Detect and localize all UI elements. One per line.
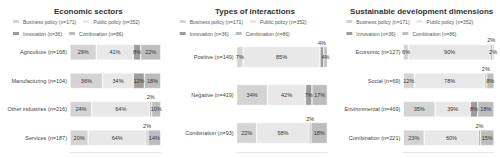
svg-text:39%: 39% <box>447 106 458 112</box>
svg-text:42%: 42% <box>281 92 292 98</box>
svg-text:90%: 90% <box>444 49 455 55</box>
svg-text:41%: 41% <box>109 49 120 55</box>
svg-text:Public policy (n=352): Public policy (n=352) <box>260 19 307 25</box>
svg-text:35%: 35% <box>414 106 425 112</box>
svg-text:Combination (n=86): Combination (n=86) <box>79 31 123 37</box>
svg-text:18%: 18% <box>480 106 491 112</box>
svg-text:10%: 10% <box>151 106 162 112</box>
svg-text:Public policy (n=352): Public policy (n=352) <box>93 19 140 25</box>
svg-text:85%: 85% <box>276 54 287 60</box>
svg-text:2%: 2% <box>306 116 314 122</box>
svg-text:23%: 23% <box>408 135 419 141</box>
svg-text:Business policy (n=171): Business policy (n=171) <box>23 19 77 25</box>
svg-text:34%: 34% <box>247 92 258 98</box>
svg-text:58%: 58% <box>277 130 288 136</box>
svg-text:15%: 15% <box>482 135 493 141</box>
svg-text:Positive (n=149): Positive (n=149) <box>194 54 234 60</box>
svg-text:4%: 4% <box>318 40 326 46</box>
svg-text:14%: 14% <box>149 135 160 141</box>
svg-text:4%: 4% <box>322 54 330 60</box>
svg-text:78%: 78% <box>444 78 455 84</box>
svg-text:24%: 24% <box>75 106 86 112</box>
svg-text:22%: 22% <box>241 130 252 136</box>
svg-text:Innovation (n=36): Innovation (n=36) <box>23 31 62 37</box>
svg-text:2%: 2% <box>147 94 155 100</box>
svg-text:8%: 8% <box>133 49 141 55</box>
svg-text:18%: 18% <box>314 130 325 136</box>
svg-text:18%: 18% <box>147 78 158 84</box>
svg-text:60%: 60% <box>446 135 457 141</box>
svg-text:7%: 7% <box>236 54 244 60</box>
svg-text:Environmental (n=469): Environmental (n=469) <box>345 106 401 112</box>
svg-text:Types of interactions: Types of interactions <box>215 7 295 16</box>
svg-text:Manufacturing (n=104): Manufacturing (n=104) <box>12 78 68 84</box>
svg-text:2%: 2% <box>143 123 151 129</box>
svg-text:Business policy (n=171): Business policy (n=171) <box>356 19 410 25</box>
svg-text:12%: 12% <box>403 78 414 84</box>
svg-text:2%: 2% <box>489 49 497 55</box>
svg-text:2%: 2% <box>482 66 490 72</box>
svg-text:29%: 29% <box>78 49 89 55</box>
svg-text:Negative (n=419): Negative (n=419) <box>191 92 234 98</box>
svg-text:Business policy (n=171): Business policy (n=171) <box>190 19 244 25</box>
svg-text:6%: 6% <box>402 49 410 55</box>
svg-text:22%: 22% <box>145 49 156 55</box>
svg-text:Combination (n=93): Combination (n=93) <box>185 130 234 136</box>
svg-text:Sustainable development dimens: Sustainable development dimensions <box>350 7 494 16</box>
svg-text:Combination (n=221): Combination (n=221) <box>349 135 401 141</box>
svg-text:20%: 20% <box>74 135 85 141</box>
svg-text:Innovation (n=36): Innovation (n=36) <box>356 31 395 37</box>
svg-text:2%: 2% <box>487 37 495 43</box>
svg-text:Public policy (n=352): Public policy (n=352) <box>427 19 474 25</box>
svg-text:34%: 34% <box>113 78 124 84</box>
svg-text:Economic sectors: Economic sectors <box>54 7 123 16</box>
svg-text:36%: 36% <box>81 78 92 84</box>
svg-text:Social (n=69): Social (n=69) <box>368 78 401 84</box>
svg-text:2%: 2% <box>476 123 484 129</box>
svg-text:Innovation (n=36): Innovation (n=36) <box>190 31 229 37</box>
svg-text:Agriculture (n=168): Agriculture (n=168) <box>20 49 67 55</box>
svg-text:12%: 12% <box>133 78 144 84</box>
svg-text:8%: 8% <box>470 106 478 112</box>
svg-text:64%: 64% <box>112 135 123 141</box>
svg-text:Combination (n=86): Combination (n=86) <box>412 31 456 37</box>
svg-text:Services (n=187): Services (n=187) <box>25 135 67 141</box>
svg-text:Economic (n=127): Economic (n=127) <box>356 49 401 55</box>
svg-text:Combination (n=86): Combination (n=86) <box>246 31 290 37</box>
svg-text:Other industries (n=216): Other industries (n=216) <box>8 106 68 112</box>
svg-text:17%: 17% <box>314 92 325 98</box>
svg-text:7%: 7% <box>305 92 313 98</box>
svg-text:64%: 64% <box>115 106 126 112</box>
svg-text:8%: 8% <box>486 78 494 84</box>
